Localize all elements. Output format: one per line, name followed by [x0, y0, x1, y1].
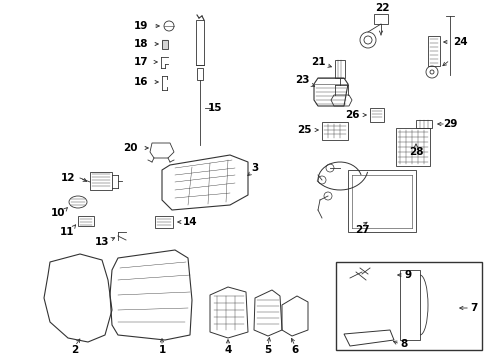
Text: 15: 15: [207, 103, 222, 113]
Text: 25: 25: [296, 125, 311, 135]
Text: 27: 27: [354, 225, 368, 235]
Text: 21: 21: [310, 57, 325, 67]
Text: 1: 1: [158, 345, 165, 355]
Bar: [347, 170, 415, 232]
Bar: [415, 120, 431, 128]
Text: 11: 11: [60, 227, 74, 237]
Bar: [334, 60, 345, 78]
Text: 12: 12: [61, 173, 75, 183]
Text: 4: 4: [224, 345, 231, 355]
Bar: [90, 172, 112, 190]
Bar: [321, 122, 347, 140]
Text: 18: 18: [134, 39, 148, 49]
Text: 29: 29: [442, 119, 456, 129]
Bar: [155, 216, 173, 228]
Bar: [197, 68, 203, 80]
Bar: [196, 20, 203, 65]
Bar: [78, 216, 94, 226]
Bar: [369, 108, 383, 122]
Text: 5: 5: [264, 345, 271, 355]
Bar: [427, 36, 439, 66]
Text: 10: 10: [51, 208, 65, 218]
Text: 20: 20: [122, 143, 137, 153]
Bar: [162, 40, 168, 49]
Text: 19: 19: [134, 21, 148, 31]
Text: 24: 24: [452, 37, 467, 47]
Text: 28: 28: [408, 147, 423, 157]
Text: 17: 17: [133, 57, 148, 67]
Bar: [399, 270, 419, 340]
Bar: [373, 14, 387, 24]
Text: 14: 14: [183, 217, 197, 227]
Text: 22: 22: [374, 3, 388, 13]
Bar: [395, 128, 429, 166]
Text: 3: 3: [251, 163, 258, 173]
Text: 9: 9: [404, 270, 411, 280]
Text: 13: 13: [95, 237, 109, 247]
Text: 26: 26: [344, 110, 359, 120]
Text: 8: 8: [400, 339, 407, 349]
Text: 7: 7: [469, 303, 477, 313]
Bar: [335, 262, 481, 350]
Text: 6: 6: [291, 345, 298, 355]
Text: 16: 16: [134, 77, 148, 87]
Text: 23: 23: [294, 75, 308, 85]
Text: 2: 2: [71, 345, 79, 355]
